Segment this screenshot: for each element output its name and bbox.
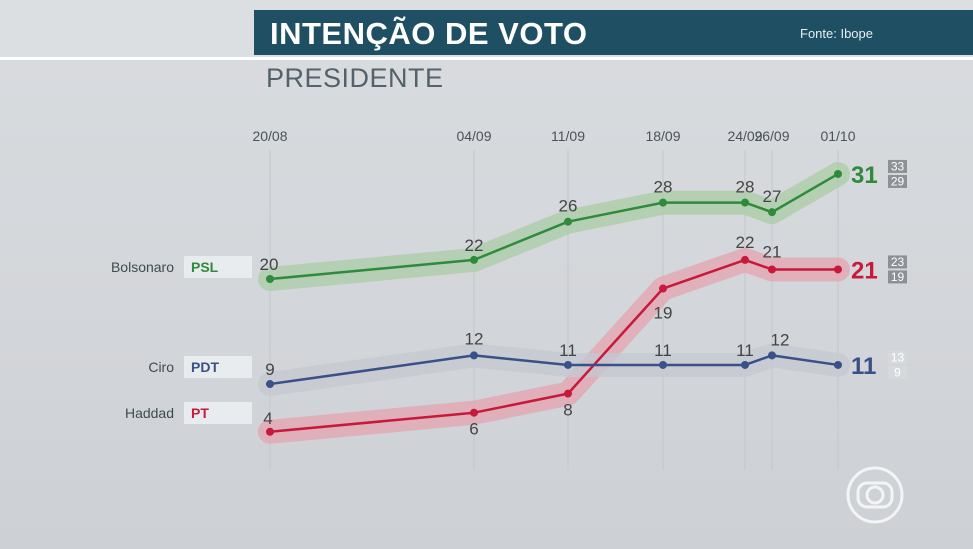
data-label: 26 (559, 197, 578, 216)
data-point (834, 360, 842, 369)
data-label: 28 (654, 178, 673, 197)
data-point (564, 217, 572, 226)
margin-low-box (888, 174, 907, 188)
data-label: 12 (771, 330, 790, 349)
party-tag (184, 356, 252, 378)
margin-high: 13 (891, 350, 905, 364)
data-point (470, 351, 478, 360)
final-value: 31 (851, 162, 878, 189)
margin-high: 23 (891, 255, 905, 269)
data-point (834, 169, 842, 178)
data-label: 11 (736, 341, 754, 360)
data-point (741, 198, 749, 207)
data-label: 21 (763, 242, 782, 261)
party-label: PT (191, 405, 209, 421)
margin-low-box (888, 365, 907, 379)
candidate-name: Haddad (125, 405, 174, 421)
candidate-name: Bolsonaro (111, 259, 174, 275)
margin-high: 33 (891, 159, 905, 173)
data-point (266, 427, 274, 436)
party-label: PDT (191, 359, 219, 375)
margin-low-box (888, 270, 907, 284)
data-label: 11 (559, 341, 577, 360)
chart-subtitle: PRESIDENTE (266, 63, 444, 93)
date-label: 11/09 (551, 128, 585, 144)
data-label: 27 (763, 187, 782, 206)
candidate-name: Ciro (148, 359, 174, 375)
data-label: 20 (260, 255, 279, 274)
margin-low: 9 (894, 365, 901, 379)
broadcaster-logo-icon (846, 466, 904, 524)
data-point (470, 255, 478, 264)
data-label: 11 (654, 341, 672, 360)
margin-low: 29 (891, 174, 905, 188)
data-label: 4 (263, 409, 272, 428)
data-point (659, 198, 667, 207)
party-label: PSL (191, 259, 219, 275)
data-point (834, 265, 842, 274)
data-label: 8 (563, 401, 572, 420)
date-label: 04/09 (456, 128, 491, 144)
data-label: 19 (654, 304, 673, 323)
data-label: 28 (736, 178, 755, 197)
data-point (741, 255, 749, 264)
final-value: 11 (851, 353, 876, 380)
data-point (659, 284, 667, 293)
date-label: 26/09 (754, 128, 789, 144)
party-tag (184, 402, 252, 424)
header-divider (0, 57, 973, 60)
data-point (266, 380, 274, 389)
party-tag (184, 256, 252, 278)
source-label: Fonte: Ibope (800, 26, 873, 41)
date-label: 24/09 (727, 128, 762, 144)
margin-high-box (888, 255, 907, 269)
date-label: 18/09 (645, 128, 680, 144)
margin-high-box (888, 159, 907, 173)
data-point (564, 360, 572, 369)
data-point (659, 360, 667, 369)
chart-title: INTENÇÃO DE VOTO (270, 16, 588, 51)
data-label: 6 (469, 420, 478, 439)
data-point (768, 208, 776, 217)
date-label: 20/08 (252, 128, 287, 144)
title-bar (254, 10, 973, 55)
data-point (266, 275, 274, 283)
data-point (741, 360, 749, 369)
data-point (564, 389, 572, 398)
margin-high-box (888, 350, 907, 364)
data-label: 22 (736, 233, 755, 252)
margin-low: 19 (891, 270, 905, 284)
data-label: 22 (465, 236, 484, 255)
data-point (768, 265, 776, 274)
data-label: 12 (465, 329, 484, 348)
data-point (768, 351, 776, 360)
data-point (470, 408, 478, 417)
final-value: 21 (851, 257, 878, 284)
data-label: 9 (265, 360, 274, 379)
date-label: 01/10 (820, 128, 855, 144)
